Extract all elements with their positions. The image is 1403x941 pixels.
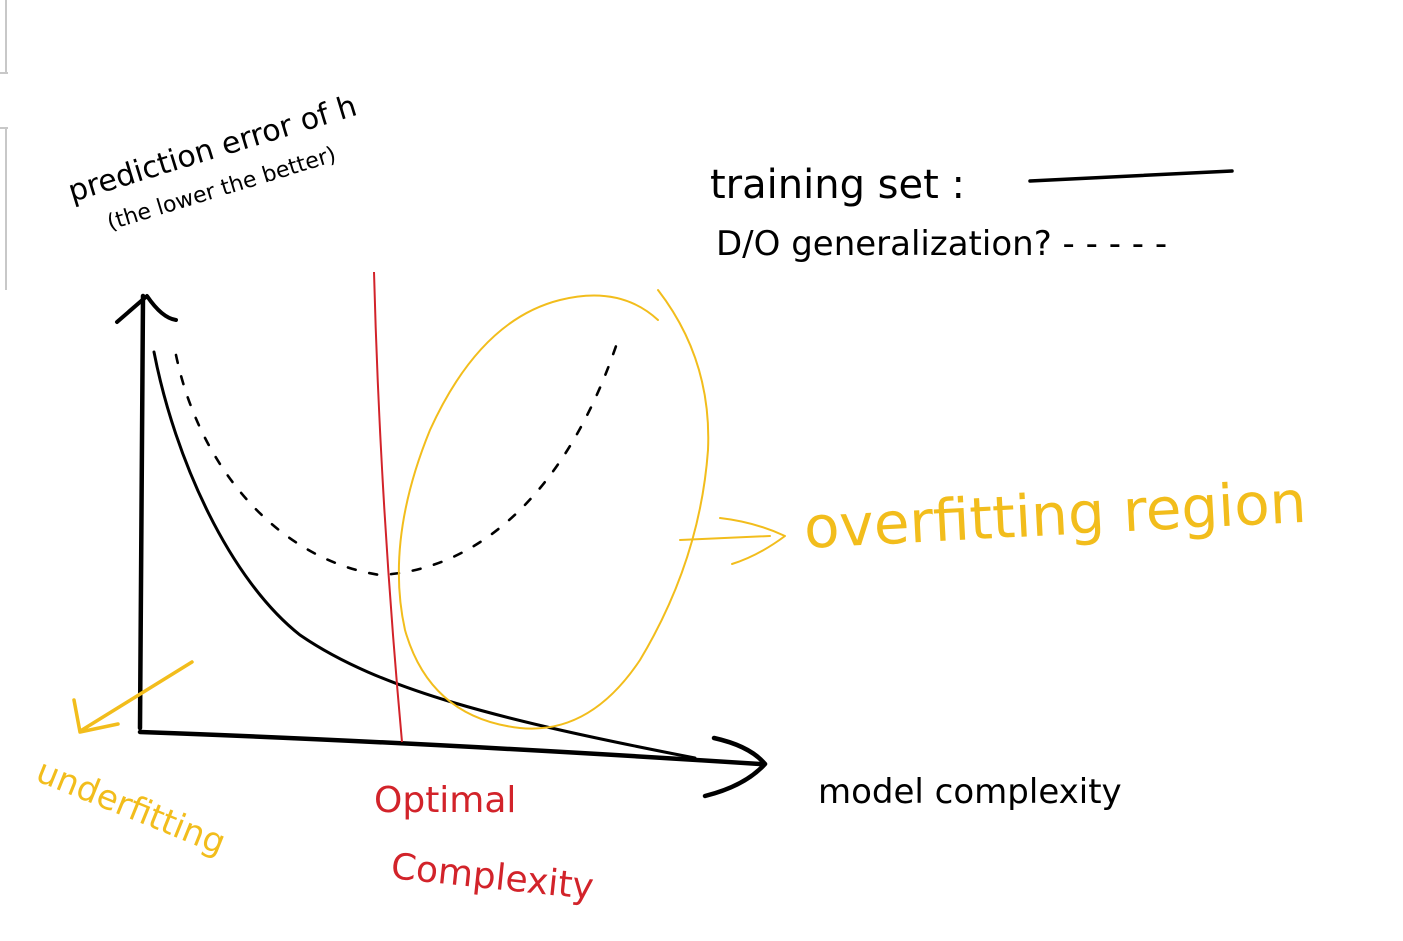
x-axis: [137, 729, 763, 767]
legend-generalization-label: D/O generalization? - - - - -: [716, 224, 1167, 264]
legend: training set : D/O generalization? - - -…: [710, 162, 1234, 264]
axes: [115, 293, 768, 799]
x-axis-label: model complexity: [818, 772, 1122, 812]
optimal-complexity-line: [373, 271, 403, 743]
x-axis-arrowhead: [702, 735, 768, 799]
legend-training-label: training set :: [710, 162, 965, 208]
training-error-curve: [152, 350, 697, 760]
underfitting-label: underfitting: [31, 751, 232, 863]
optimal-label-line1: Optimal: [374, 780, 516, 821]
y-axis: [137, 293, 146, 731]
curves: [152, 332, 697, 760]
legend-solid-line-sample: [1028, 169, 1234, 183]
generalization-error-curve: [174, 332, 622, 577]
overfitting-region-ellipse: [397, 289, 710, 730]
overfitting-region-label: overfitting region: [802, 468, 1308, 562]
y-axis-arrowhead: [115, 294, 178, 324]
overfitting-arrow: [679, 517, 786, 565]
y-axis-label: prediction error of h (the lower the bet…: [64, 89, 361, 236]
underfitting-arrow: [72, 660, 194, 734]
optimal-label-line2: Complexity: [389, 846, 595, 908]
